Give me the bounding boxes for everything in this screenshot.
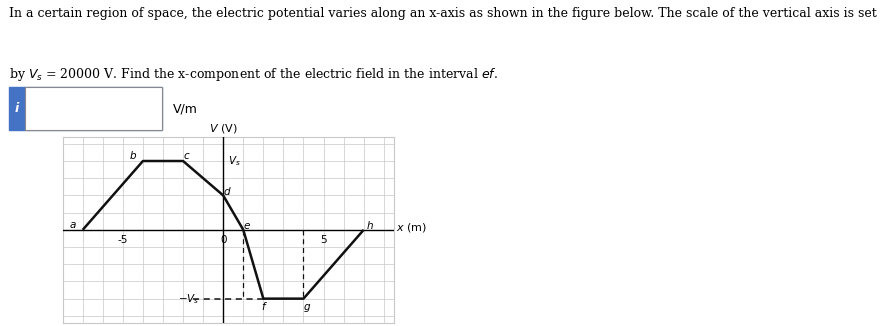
Text: e: e xyxy=(243,221,249,231)
Text: by $V_s$ = 20000 V. Find the x-component of the electric field in the interval $: by $V_s$ = 20000 V. Find the x-component… xyxy=(9,66,497,83)
Text: d: d xyxy=(224,187,231,197)
Text: i: i xyxy=(14,102,19,115)
Text: $x$ (m): $x$ (m) xyxy=(395,221,426,233)
Text: $V_s$: $V_s$ xyxy=(227,154,240,168)
Text: b: b xyxy=(130,151,136,161)
Text: h: h xyxy=(366,221,373,231)
FancyBboxPatch shape xyxy=(25,87,162,130)
Text: a: a xyxy=(70,220,76,230)
Text: V/m: V/m xyxy=(173,102,198,115)
Text: c: c xyxy=(183,151,189,161)
Text: f: f xyxy=(261,302,265,312)
Text: 5: 5 xyxy=(320,235,326,245)
Text: -5: -5 xyxy=(117,235,128,245)
FancyBboxPatch shape xyxy=(9,87,162,130)
Text: $-V_s$: $-V_s$ xyxy=(178,292,198,305)
Text: 0: 0 xyxy=(220,235,226,245)
Text: g: g xyxy=(303,302,309,312)
Text: In a certain region of space, the electric potential varies along an x-axis as s: In a certain region of space, the electr… xyxy=(9,7,876,20)
Text: $V$ (V): $V$ (V) xyxy=(208,122,237,135)
